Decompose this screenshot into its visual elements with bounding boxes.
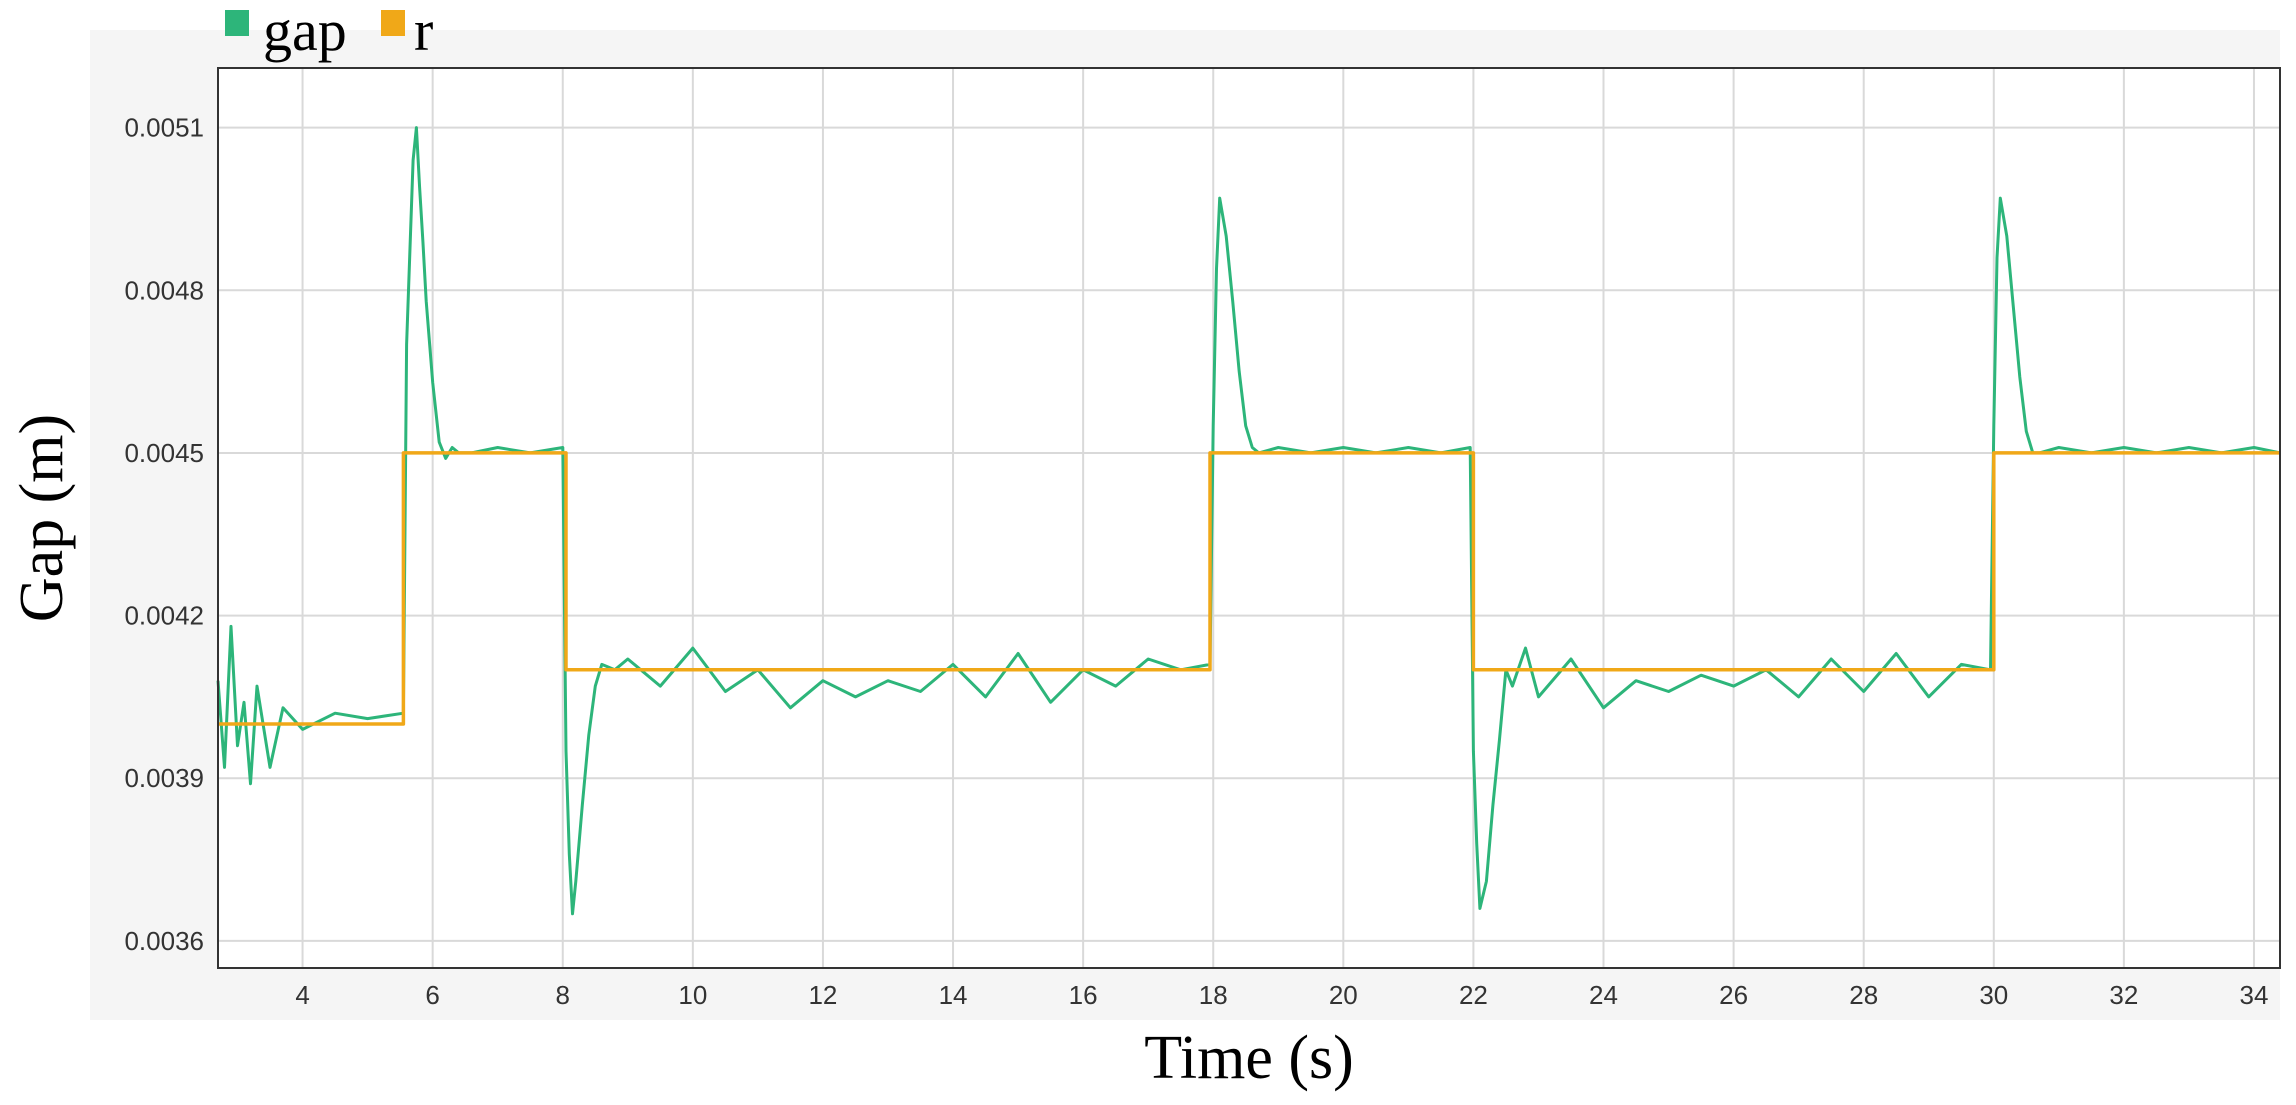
x-tick-label: 18 [1199, 980, 1228, 1010]
legend-label-gap: gap [263, 0, 347, 63]
x-axis-title: Time (s) [1144, 1024, 1354, 1092]
x-tick-label: 14 [939, 980, 968, 1010]
x-tick-label: 30 [1979, 980, 2008, 1010]
y-tick-label: 0.0039 [124, 763, 204, 793]
legend-swatch-r [381, 10, 405, 36]
y-tick-label: 0.0051 [124, 113, 204, 143]
y-tick-label: 0.0042 [124, 601, 204, 631]
x-tick-label: 12 [808, 980, 837, 1010]
x-tick-label: 34 [2240, 980, 2269, 1010]
x-tick-label: 20 [1329, 980, 1358, 1010]
x-tick-label: 10 [678, 980, 707, 1010]
x-tick-label: 32 [2109, 980, 2138, 1010]
y-tick-label: 0.0045 [124, 438, 204, 468]
plot-frame [217, 67, 2281, 969]
y-tick-label: 0.0048 [124, 275, 204, 305]
x-tick-label: 6 [425, 980, 439, 1010]
x-tick-label: 24 [1589, 980, 1618, 1010]
tick-labels: 4 6 8 10 12 14 16 18 20 22 24 26 28 30 32 34 0.0036 0.003… [124, 113, 2268, 1010]
series-lines [216, 126, 2281, 916]
x-tick-label: 16 [1069, 980, 1098, 1010]
x-tick-label: 8 [556, 980, 570, 1010]
y-tick-label: 0.0036 [124, 926, 204, 956]
y-axis-title: Gap (m) [8, 414, 76, 622]
legend-swatch-gap [225, 10, 249, 36]
x-tick-label: 26 [1719, 980, 1748, 1010]
plot-area [218, 68, 2280, 968]
x-tick-label: 28 [1849, 980, 1878, 1010]
series-line-r [218, 451, 2280, 726]
legend: gap r [225, 0, 433, 63]
x-tick-label: 22 [1459, 980, 1488, 1010]
legend-label-r: r [414, 0, 433, 63]
x-tick-label: 4 [295, 980, 309, 1010]
series-line-gap [216, 126, 2281, 916]
